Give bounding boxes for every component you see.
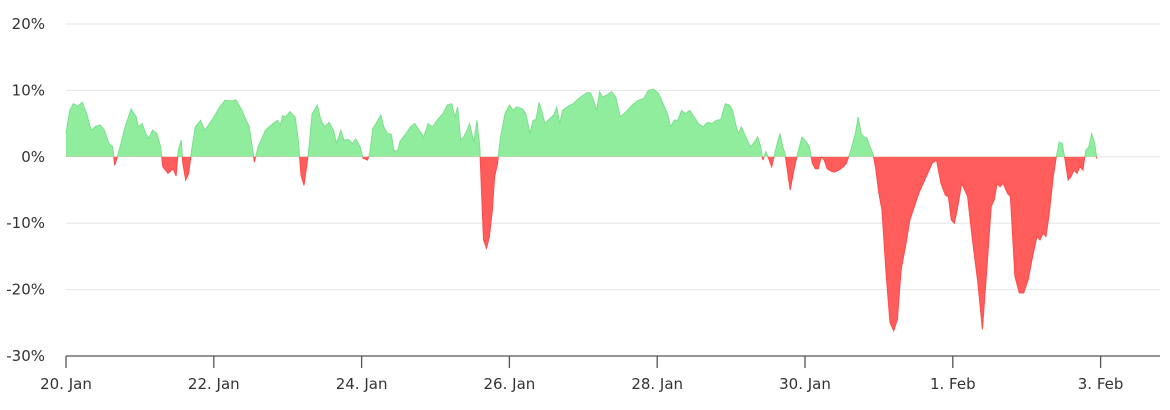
x-tick-label: 22. Jan [188,375,240,393]
negative-line [113,156,1098,333]
x-tick-label: 3. Feb [1078,375,1124,393]
x-tick-label: 26. Jan [484,375,536,393]
y-tick-label: 10% [12,81,45,99]
positive-line [65,88,1098,157]
y-axis-labels: 20% 10% 0% -10% -20% -30% [6,15,45,365]
x-tick-label: 24. Jan [336,375,388,393]
positive-area [66,89,1097,157]
x-tick-label: 30. Jan [779,375,831,393]
y-tick-label: -30% [6,347,45,365]
y-tick-label: 20% [12,15,45,33]
x-axis-ticks: 20. Jan 22. Jan 24. Jan 26. Jan 28. Jan 30. J… [40,356,1123,393]
negative-area [113,156,1097,331]
x-tick-label: 20. Jan [40,375,92,393]
x-tick-label: 28. Jan [631,375,683,393]
y-tick-label: -10% [6,214,45,232]
x-tick-label: 1. Feb [930,375,976,393]
y-tick-label: -20% [6,281,45,299]
y-tick-label: 0% [21,148,45,166]
